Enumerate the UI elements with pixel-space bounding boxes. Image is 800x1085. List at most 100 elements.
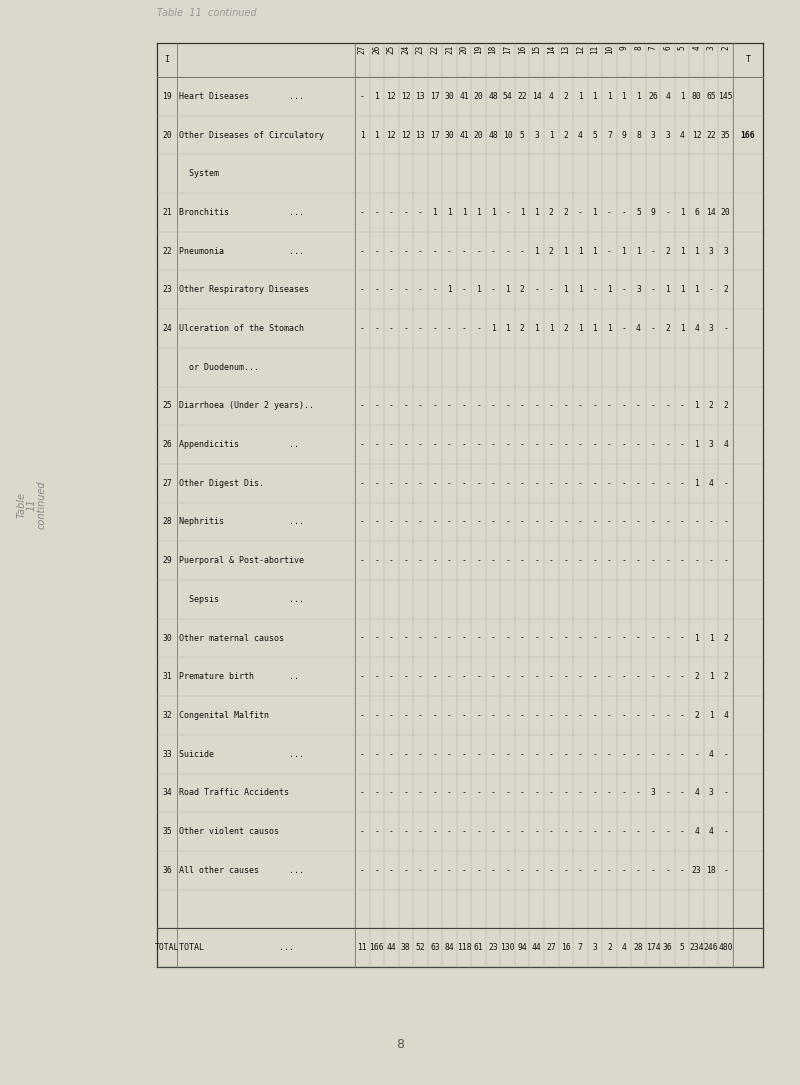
Text: 4: 4 bbox=[723, 711, 728, 720]
Text: 1: 1 bbox=[680, 92, 685, 101]
Text: -: - bbox=[403, 478, 408, 488]
Text: -: - bbox=[360, 478, 365, 488]
Text: -: - bbox=[534, 673, 539, 681]
Text: 27: 27 bbox=[162, 478, 172, 488]
Text: 2: 2 bbox=[563, 324, 568, 333]
Text: -: - bbox=[520, 557, 525, 565]
Text: 4: 4 bbox=[680, 130, 685, 140]
Text: -: - bbox=[563, 711, 568, 720]
Text: -: - bbox=[462, 750, 466, 758]
Text: -: - bbox=[593, 557, 598, 565]
Text: -: - bbox=[447, 634, 452, 642]
Text: -: - bbox=[433, 711, 438, 720]
Text: 1: 1 bbox=[622, 92, 626, 101]
Text: -: - bbox=[607, 208, 612, 217]
Text: -: - bbox=[520, 827, 525, 837]
Text: 2: 2 bbox=[549, 246, 554, 256]
Text: Other violent causos: Other violent causos bbox=[179, 827, 279, 837]
Text: -: - bbox=[680, 401, 685, 410]
Text: 1: 1 bbox=[593, 324, 598, 333]
Text: -: - bbox=[709, 285, 714, 294]
Text: 2: 2 bbox=[665, 324, 670, 333]
Text: 2: 2 bbox=[563, 130, 568, 140]
Text: 1: 1 bbox=[549, 130, 554, 140]
Text: 26: 26 bbox=[648, 92, 658, 101]
Text: -: - bbox=[650, 866, 655, 875]
Text: 1: 1 bbox=[607, 92, 612, 101]
Text: -: - bbox=[593, 441, 598, 449]
Text: 166: 166 bbox=[741, 130, 755, 140]
Text: -: - bbox=[403, 401, 408, 410]
Text: 15: 15 bbox=[532, 44, 542, 54]
Text: 2: 2 bbox=[723, 673, 728, 681]
Text: -: - bbox=[723, 324, 728, 333]
Text: -: - bbox=[490, 827, 495, 837]
Text: -: - bbox=[723, 866, 728, 875]
Text: 1: 1 bbox=[506, 324, 510, 333]
Text: -: - bbox=[665, 557, 670, 565]
Text: -: - bbox=[636, 789, 641, 797]
Text: 2: 2 bbox=[723, 285, 728, 294]
Text: 11: 11 bbox=[590, 44, 599, 54]
Text: -: - bbox=[534, 557, 539, 565]
Text: -: - bbox=[549, 478, 554, 488]
Text: -: - bbox=[374, 518, 379, 526]
Text: -: - bbox=[403, 673, 408, 681]
Text: -: - bbox=[549, 441, 554, 449]
Text: -: - bbox=[578, 478, 582, 488]
Text: -: - bbox=[680, 711, 685, 720]
Text: 4: 4 bbox=[692, 44, 701, 50]
Text: -: - bbox=[578, 401, 582, 410]
Text: -: - bbox=[447, 827, 452, 837]
Text: -: - bbox=[418, 866, 423, 875]
Text: -: - bbox=[665, 673, 670, 681]
Text: 2: 2 bbox=[549, 208, 554, 217]
Text: -: - bbox=[490, 441, 495, 449]
Text: 1: 1 bbox=[709, 711, 714, 720]
Text: 166: 166 bbox=[370, 943, 384, 953]
Text: -: - bbox=[607, 478, 612, 488]
Text: 2: 2 bbox=[722, 44, 730, 50]
Text: -: - bbox=[476, 789, 481, 797]
Text: -: - bbox=[650, 827, 655, 837]
Text: -: - bbox=[593, 711, 598, 720]
Text: -: - bbox=[650, 324, 655, 333]
Text: -: - bbox=[389, 673, 394, 681]
Text: -: - bbox=[723, 750, 728, 758]
Text: 1: 1 bbox=[506, 285, 510, 294]
Text: 24: 24 bbox=[162, 324, 172, 333]
Text: 3: 3 bbox=[709, 789, 714, 797]
Text: -: - bbox=[403, 324, 408, 333]
Text: Heart Diseases        ...: Heart Diseases ... bbox=[179, 92, 304, 101]
Text: -: - bbox=[607, 518, 612, 526]
Text: 246: 246 bbox=[704, 943, 718, 953]
Text: -: - bbox=[462, 518, 466, 526]
Text: -: - bbox=[418, 518, 423, 526]
Text: -: - bbox=[622, 324, 626, 333]
Text: -: - bbox=[374, 324, 379, 333]
Text: 29: 29 bbox=[162, 557, 172, 565]
Text: -: - bbox=[403, 285, 408, 294]
Text: -: - bbox=[607, 557, 612, 565]
Text: -: - bbox=[360, 866, 365, 875]
Text: -: - bbox=[490, 750, 495, 758]
Text: Table: Table bbox=[17, 492, 27, 518]
Text: -: - bbox=[433, 478, 438, 488]
Text: 8: 8 bbox=[396, 1038, 404, 1051]
Text: 17: 17 bbox=[430, 130, 440, 140]
Text: 9: 9 bbox=[650, 208, 655, 217]
Text: 54: 54 bbox=[502, 92, 513, 101]
Text: -: - bbox=[360, 208, 365, 217]
Text: -: - bbox=[389, 711, 394, 720]
Text: -: - bbox=[534, 285, 539, 294]
Text: -: - bbox=[374, 866, 379, 875]
Text: -: - bbox=[433, 634, 438, 642]
Text: 30: 30 bbox=[445, 92, 454, 101]
Text: -: - bbox=[607, 789, 612, 797]
Text: -: - bbox=[723, 789, 728, 797]
Text: -: - bbox=[549, 673, 554, 681]
Text: -: - bbox=[549, 518, 554, 526]
Text: -: - bbox=[389, 441, 394, 449]
Text: 174: 174 bbox=[646, 943, 660, 953]
Text: -: - bbox=[403, 711, 408, 720]
